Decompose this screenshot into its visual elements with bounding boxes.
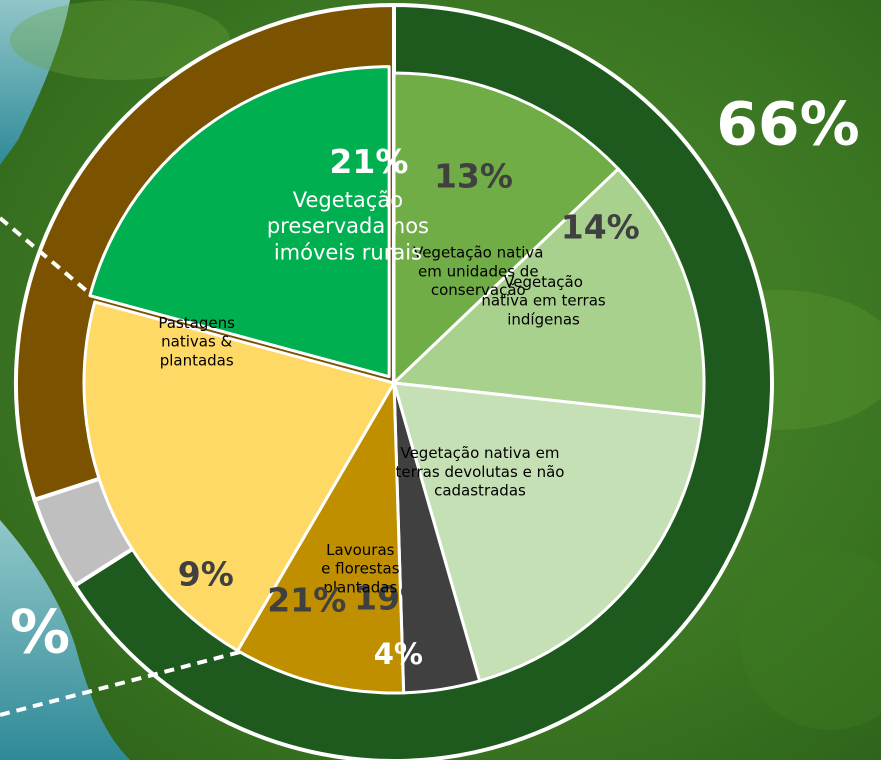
slice-category-label: cadastradas xyxy=(434,482,526,500)
slice-category-label: Vegetação nativa em xyxy=(400,444,559,462)
slice-category-label: imóveis rurais xyxy=(274,240,422,264)
slice-value-label: 21% xyxy=(267,580,346,619)
pie-slice xyxy=(236,381,406,695)
slice-value-label: 13% xyxy=(434,156,513,195)
slice-category-label: em unidades de xyxy=(418,262,539,280)
pie-slice xyxy=(82,300,396,653)
slice-category-label: Lavouras xyxy=(326,541,394,559)
slice-category-label: nativas & xyxy=(161,333,232,351)
slice-category-label: conservação xyxy=(431,281,526,299)
slice-value-label: 4% xyxy=(374,637,423,671)
slice-category-label: plantadas xyxy=(160,351,234,369)
slice-category-label: Vegetação xyxy=(293,188,403,212)
slice-value-label: 21% xyxy=(329,142,408,181)
slice-value-label: 19% xyxy=(354,579,433,618)
inner-pie xyxy=(82,65,706,695)
leader-line-lower xyxy=(0,650,241,717)
slice-category-label: Vegetação xyxy=(504,273,583,291)
slice-category-label: preservada nos xyxy=(267,214,429,238)
river-top xyxy=(0,0,70,165)
pie-slice xyxy=(392,167,706,419)
leader-line-upper xyxy=(0,216,90,294)
slice-category-label: indígenas xyxy=(507,310,580,328)
slice-category-label: Vegetação nativa xyxy=(413,244,543,262)
slice-category-label: plantadas xyxy=(323,578,397,596)
slice-value-label: 9% xyxy=(178,555,234,594)
slice-category-label: terras devolutas e não xyxy=(395,463,564,481)
slice-category-label: e florestas xyxy=(321,560,400,578)
pie-slice xyxy=(392,381,704,683)
outer-value-label: 66% xyxy=(716,90,860,160)
pie-slice xyxy=(88,65,391,379)
outer-value-label: % xyxy=(10,598,70,668)
river-bottom xyxy=(0,520,130,760)
slice-category-label: nativa em terras xyxy=(481,292,606,310)
pie-slice xyxy=(392,71,620,385)
slice-value-label: 14% xyxy=(561,208,640,247)
slice-category-label: Pastagens xyxy=(158,314,235,332)
